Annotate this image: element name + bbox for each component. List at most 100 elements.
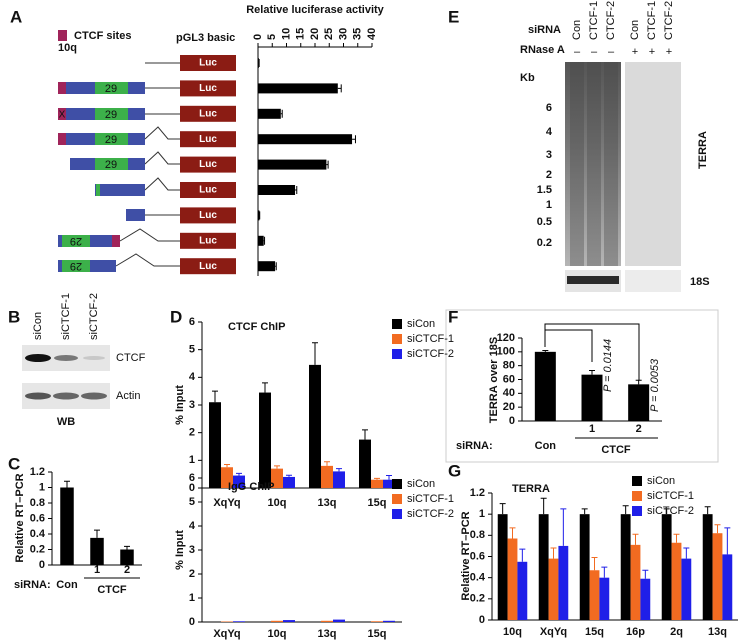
legend-label: siCTCF-2 [647,505,694,517]
y-tick-label: 0 [189,482,195,494]
size-marker: 0.5 [537,216,552,228]
legend-swatch [392,334,402,344]
panel-frame [445,309,719,463]
x-tick-label: 13q [318,497,337,509]
bracket [545,329,593,362]
bar [702,514,713,620]
reporter-box [180,55,236,71]
bar [497,514,508,620]
chart-title: IgG ChIP [228,481,274,493]
reporter-label: Luc [199,261,217,272]
error-bar [663,508,670,515]
error-bar [362,429,368,440]
error-bar [601,566,608,578]
y-tick-label: 6 [189,316,195,328]
y-tick-label: 4 [189,371,196,383]
x-tick-label: 1 [94,564,100,576]
y-axis-title: Relative RT–PCR [14,473,26,562]
reporter-box [180,131,236,148]
bar [209,402,221,488]
y-tick-label: 80 [503,360,515,372]
y-tick-label: 4 [189,520,196,532]
bar [258,235,264,246]
control-label: 18S [690,276,710,288]
error-bar [124,545,130,550]
bar [321,465,333,488]
size-marker: 0.2 [537,237,552,249]
bar [589,570,600,620]
bar [309,364,321,488]
bar [534,351,556,421]
x-tick-label: 1 [589,423,595,435]
bar [371,479,383,488]
x-tick-label: 40 [366,28,378,40]
row-label: siRNA: [14,579,51,591]
repeat-label: 29 [70,235,82,247]
legend-label: siCTCF-1 [647,490,694,502]
y-tick-label: 0 [479,614,485,626]
error-bar [622,505,629,515]
size-marker: 1 [546,199,552,211]
bar [258,210,260,221]
bar [221,467,233,488]
error-bar [683,547,690,559]
error-bar [519,548,526,562]
reporter-label: Luc [199,83,217,94]
bar [90,537,104,565]
error-bar [312,342,318,365]
error-bar [336,468,342,472]
lane-label: siCon [32,312,44,340]
legend-swatch [392,509,402,519]
reporter-box [180,156,236,173]
repeat-label: 29 [105,83,117,95]
bar [258,108,281,119]
error-bar [337,84,342,93]
size-marker: 2 [546,169,552,181]
bar [661,514,672,620]
panel-label: D [170,307,182,326]
x-tick-label: 10q [503,626,522,638]
reporter-box [180,207,236,224]
bar [548,558,559,620]
y-tick-label: 0 [189,616,195,628]
x-tick-label: 2 [636,423,642,435]
error-bar [386,475,392,480]
legend-label: siCTCF-2 [407,348,454,360]
x-tick-label: 2 [124,564,130,576]
error-bar [275,262,277,271]
locus-label: 10q [58,42,77,54]
western-blot: siCon siCTCF-1 siCTCF-2 CTCF Actin WB [22,293,146,428]
y-tick-label: 0.6 [30,512,45,524]
y-tick-label: 6 [189,472,195,484]
bar [258,83,338,94]
y-tick-label: 0.2 [470,593,485,605]
bar [258,185,296,195]
bar [681,558,692,620]
band-label: Actin [116,390,140,402]
size-marker: 6 [546,102,552,114]
legend-swatch [392,494,402,504]
reporter-label: Luc [199,58,217,69]
rnase-label: – [574,46,581,58]
x-tick-label: 15q [585,626,604,638]
bar [628,384,650,421]
bar [630,544,641,620]
bar [538,514,549,620]
error-bar [542,349,549,352]
y-tick-label: 0.4 [470,572,486,584]
y-tick-label: 2 [189,427,195,439]
error-bar [724,527,731,555]
y-tick-label: 20 [503,401,515,413]
row-label: siRNA: [456,440,493,452]
y-tick-label: 1.2 [30,466,45,478]
error-bar [94,529,100,538]
x-tick-label: 13q [318,628,337,640]
legend-swatch [632,506,642,516]
repeat-label: 29 [105,134,117,146]
bar [371,621,383,622]
bar [359,439,371,488]
error-bar [635,379,642,385]
bar [581,374,603,421]
reporter-label: Luc [199,134,217,145]
bar [60,487,74,565]
